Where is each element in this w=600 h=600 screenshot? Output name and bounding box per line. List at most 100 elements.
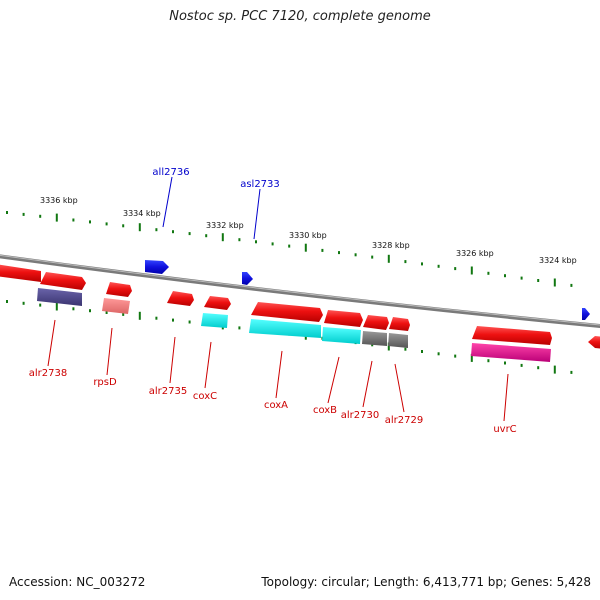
ruler-top-minor-tick	[22, 212, 25, 216]
ruler-top-minor-tick	[205, 234, 208, 238]
gene-alr2735-arrow[interactable]	[167, 291, 194, 306]
leader-line-alr2735	[169, 336, 176, 384]
chromosome-backbone-highlight	[0, 254, 600, 326]
ruler-top-minor-tick	[504, 274, 506, 278]
ruler-top-minor-tick	[271, 242, 274, 246]
gene-label-alr2738[interactable]: alr2738	[29, 368, 67, 379]
ruler-bottom-minor-tick	[72, 307, 75, 311]
gene-right-edge-arrow[interactable]	[582, 308, 590, 320]
leader-line-asl2733	[253, 188, 261, 240]
ruler-bottom-minor-tick	[155, 316, 158, 320]
cds-coxB[interactable]	[322, 327, 361, 344]
cds-alr2730[interactable]	[362, 331, 387, 346]
ruler-top-minor-tick	[255, 240, 257, 244]
gene-uvrC-arrow[interactable]	[472, 326, 552, 345]
ruler-top-major-tick	[553, 278, 556, 287]
ruler-label-3328: 3328 kbp	[372, 241, 410, 250]
ruler-top-major-tick	[221, 233, 224, 242]
cds-alr2729[interactable]	[388, 333, 408, 348]
ruler-label-3334: 3334 kbp	[123, 209, 161, 218]
ruler-top-minor-tick	[487, 271, 490, 275]
ruler-top-minor-tick	[122, 224, 125, 228]
ruler-top-minor-tick	[6, 211, 8, 214]
ruler-top-minor-tick	[188, 232, 191, 236]
ruler-bottom-major-tick	[387, 342, 390, 351]
ruler-bottom-minor-tick	[22, 301, 25, 305]
leader-line-coxA	[275, 350, 283, 399]
ruler-top-minor-tick	[155, 228, 158, 232]
ruler-top-minor-tick	[172, 230, 174, 234]
cds-alr2738[interactable]	[37, 288, 82, 306]
ruler-bottom-minor-tick	[188, 320, 191, 324]
leader-line-coxC	[204, 341, 212, 389]
ruler-top-major-tick	[55, 213, 58, 222]
ruler-bottom-major-tick	[55, 302, 58, 311]
gene-asl2733-arrow[interactable]	[242, 272, 253, 285]
gene-coxA-arrow[interactable]	[251, 302, 323, 322]
ruler-bottom-minor-tick	[39, 303, 42, 307]
ruler-top-minor-tick	[288, 244, 291, 248]
ruler-bottom-minor-tick	[537, 366, 540, 370]
gene-label-asl2733[interactable]: asl2733	[240, 179, 280, 190]
ruler-bottom-minor-tick	[105, 311, 108, 314]
ruler-bottom-minor-tick	[570, 370, 573, 374]
gene-label-coxC[interactable]: coxC	[193, 391, 217, 402]
ruler-top-dots	[6, 211, 573, 287]
gene-all2736-arrow[interactable]	[145, 260, 169, 274]
cds-coxC[interactable]	[201, 313, 228, 328]
ruler-bottom-minor-tick	[454, 354, 457, 358]
ruler-top-minor-tick	[72, 218, 75, 222]
gene-label-coxB[interactable]: coxB	[313, 405, 337, 416]
gene-label-alr2730[interactable]: alr2730	[341, 410, 379, 421]
gene-label-rpsD[interactable]: rpsD	[93, 377, 117, 388]
ruler-top-minor-tick	[105, 222, 108, 226]
ruler-bottom-minor-tick	[6, 300, 8, 303]
gene-right-edge-red-arrow[interactable]	[588, 336, 600, 349]
gene-alr2729-arrow[interactable]	[389, 317, 410, 331]
gene-rpsD-arrow[interactable]	[106, 282, 132, 297]
gene-coxC-arrow[interactable]	[204, 296, 231, 310]
leader-line-rpsD	[106, 327, 113, 376]
ruler-top-minor-tick	[537, 279, 540, 282]
cds-rpsD[interactable]	[102, 298, 130, 314]
ruler-top-major-tick	[387, 254, 390, 263]
gene-label-coxA[interactable]: coxA	[264, 400, 288, 411]
ruler-top-minor-tick	[354, 253, 357, 257]
ruler-label-3330: 3330 kbp	[289, 231, 327, 240]
ruler-bottom-minor-tick	[437, 352, 440, 356]
ruler-bottom-minor-tick	[122, 312, 125, 316]
cds-uvrC[interactable]	[471, 343, 551, 362]
gene-alr2730-arrow[interactable]	[363, 315, 389, 330]
ruler-label-3336: 3336 kbp	[40, 196, 78, 205]
ruler-bottom-major-tick	[138, 311, 141, 320]
gene-alr2739-arrow[interactable]	[0, 264, 41, 282]
gene-label-all2736[interactable]: all2736	[152, 167, 189, 178]
ruler-bottom-minor-tick	[172, 318, 174, 322]
cds-coxA[interactable]	[249, 319, 321, 338]
gene-alr2738-arrow[interactable]	[40, 272, 86, 290]
leader-line-all2736	[162, 176, 173, 228]
gene-label-uvrC[interactable]: uvrC	[493, 424, 516, 435]
ruler-top-minor-tick	[570, 283, 573, 287]
leader-line-alr2738	[47, 319, 56, 367]
ruler-bottom-major-tick	[553, 365, 556, 374]
gene-label-alr2729[interactable]: alr2729	[385, 415, 423, 426]
chromosome-backbone	[0, 254, 600, 329]
ruler-bottom-minor-tick	[487, 359, 490, 363]
accession-text: Accession: NC_003272	[9, 575, 146, 589]
ruler-bottom-minor-tick	[238, 326, 241, 330]
gene-label-alr2735[interactable]: alr2735	[149, 386, 187, 397]
ruler-bottom-major-tick	[470, 353, 473, 362]
ruler-top-major-tick	[138, 223, 141, 232]
ruler-top-minor-tick	[89, 220, 91, 224]
gene-coxB-arrow[interactable]	[324, 310, 363, 327]
ruler-label-3332: 3332 kbp	[206, 221, 244, 230]
ruler-top-major-tick	[304, 243, 307, 252]
genome-summary-text: Topology: circular; Length: 6,413,771 bp…	[261, 575, 591, 589]
ruler-top-minor-tick	[404, 260, 407, 264]
ruler-top-minor-tick	[371, 255, 374, 259]
ruler-label-3324: 3324 kbp	[539, 256, 577, 265]
ruler-top-major-tick	[470, 266, 473, 275]
